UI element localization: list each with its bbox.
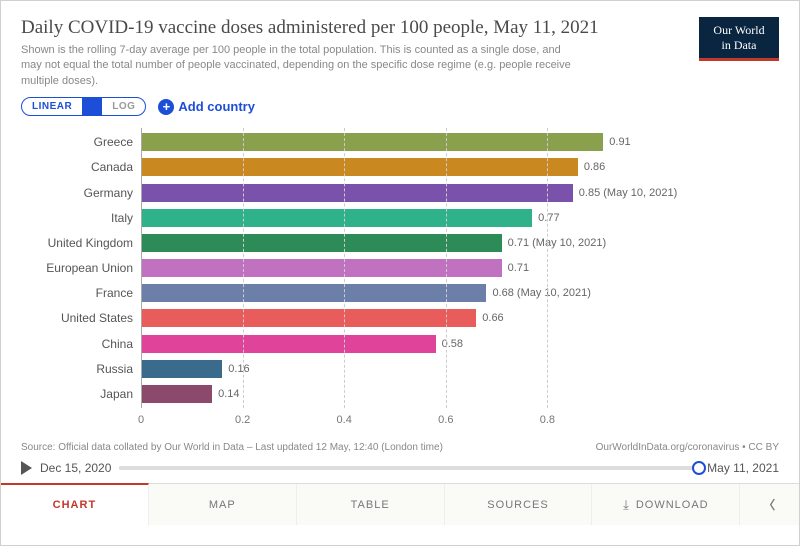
bar-value-label: 0.91 xyxy=(603,136,630,148)
bar-value-label: 0.77 xyxy=(532,212,559,224)
gridline xyxy=(344,128,345,408)
bar-row[interactable]: European Union0.71 xyxy=(141,258,649,278)
download-icon xyxy=(623,497,630,513)
timeline-start: Dec 15, 2020 xyxy=(40,461,111,475)
bar-value-label: 0.66 xyxy=(476,312,503,324)
bar-row[interactable]: Russia0.16 xyxy=(141,359,649,379)
tab-sources[interactable]: SOURCES xyxy=(445,484,593,525)
linear-button[interactable]: LINEAR xyxy=(22,98,82,115)
bar-row[interactable]: United Kingdom0.71 (May 10, 2021) xyxy=(141,233,649,253)
bar-row[interactable]: Italy0.77 xyxy=(141,208,649,228)
country-label: Japan xyxy=(100,387,141,401)
x-tick-label: 0 xyxy=(138,414,144,426)
bar[interactable] xyxy=(141,335,436,353)
bar[interactable] xyxy=(141,360,222,378)
timeline-slider[interactable] xyxy=(119,466,699,470)
share-icon xyxy=(763,496,776,513)
tab-chart[interactable]: CHART xyxy=(1,483,149,525)
source-row: Source: Official data collated by Our Wo… xyxy=(21,442,779,453)
bar-row[interactable]: United States0.66 xyxy=(141,308,649,328)
bar[interactable] xyxy=(141,184,573,202)
slider-track xyxy=(119,466,699,470)
bar-value-label: 0.58 xyxy=(436,338,463,350)
bar[interactable] xyxy=(141,234,502,252)
gridline xyxy=(547,128,548,408)
download-label: DOWNLOAD xyxy=(636,499,709,511)
bar-value-label: 0.16 xyxy=(222,363,249,375)
bar[interactable] xyxy=(141,209,532,227)
x-tick-label: 0.6 xyxy=(438,414,453,426)
bar-value-label: 0.85 (May 10, 2021) xyxy=(573,187,677,199)
toggle-divider xyxy=(82,98,102,115)
bar-row[interactable]: Germany0.85 (May 10, 2021) xyxy=(141,183,649,203)
scale-toggle[interactable]: LINEAR LOG xyxy=(21,97,146,116)
bar-value-label: 0.71 (May 10, 2021) xyxy=(502,237,606,249)
bar[interactable] xyxy=(141,133,603,151)
country-label: Canada xyxy=(91,160,141,174)
tab-share[interactable] xyxy=(740,484,799,525)
bar[interactable] xyxy=(141,385,212,403)
tab-table[interactable]: TABLE xyxy=(297,484,445,525)
gridline xyxy=(446,128,447,408)
bar-row[interactable]: Japan0.14 xyxy=(141,384,649,404)
country-label: United Kingdom xyxy=(48,236,141,250)
bar[interactable] xyxy=(141,309,476,327)
owid-logo[interactable]: Our World in Data xyxy=(699,17,779,61)
tabs: CHART MAP TABLE SOURCES DOWNLOAD xyxy=(1,483,799,525)
country-label: Russia xyxy=(96,362,141,376)
country-label: Germany xyxy=(84,186,141,200)
add-country-label: Add country xyxy=(178,99,255,114)
bar-row[interactable]: Canada0.86 xyxy=(141,157,649,177)
bar[interactable] xyxy=(141,158,578,176)
timeline: Dec 15, 2020 May 11, 2021 xyxy=(21,461,779,475)
country-label: European Union xyxy=(46,261,141,275)
chart-plot: Greece0.91Canada0.86Germany0.85 (May 10,… xyxy=(21,128,779,436)
bars-container: Greece0.91 Canada0.86 Germany0.85 (May 10,… xyxy=(141,132,649,404)
header-text: Daily COVID-19 vaccine doses administere… xyxy=(21,17,699,89)
country-label: China xyxy=(102,337,141,351)
bar-value-label: 0.86 xyxy=(578,161,605,173)
country-label: France xyxy=(96,286,141,300)
logo-line2: in Data xyxy=(721,38,756,52)
add-country-button[interactable]: + Add country xyxy=(158,99,255,115)
bar-row[interactable]: Greece0.91 xyxy=(141,132,649,152)
plus-icon: + xyxy=(158,99,174,115)
chart-title: Daily COVID-19 vaccine doses administere… xyxy=(21,17,683,39)
bar-value-label: 0.71 xyxy=(502,262,529,274)
x-tick-label: 0.2 xyxy=(235,414,250,426)
source-text: Source: Official data collated by Our Wo… xyxy=(21,442,443,453)
gridline xyxy=(141,128,142,408)
chart-subtitle: Shown is the rolling 7-day average per 1… xyxy=(21,43,581,89)
chart-area: Greece0.91 Canada0.86 Germany0.85 (May 10,… xyxy=(141,128,649,408)
x-tick-label: 0.4 xyxy=(337,414,352,426)
tab-download[interactable]: DOWNLOAD xyxy=(592,484,740,525)
header: Daily COVID-19 vaccine doses administere… xyxy=(21,17,779,89)
bar-row[interactable]: France0.68 (May 10, 2021) xyxy=(141,283,649,303)
country-label: Italy xyxy=(111,211,141,225)
country-label: United States xyxy=(61,311,141,325)
slider-handle[interactable] xyxy=(692,461,706,475)
timeline-end: May 11, 2021 xyxy=(707,461,779,475)
controls-row: LINEAR LOG + Add country xyxy=(21,97,779,116)
log-button[interactable]: LOG xyxy=(102,98,145,115)
play-icon[interactable] xyxy=(21,461,32,475)
bar-row[interactable]: China0.58 xyxy=(141,334,649,354)
bar-value-label: 0.14 xyxy=(212,388,239,400)
bar-value-label: 0.68 (May 10, 2021) xyxy=(486,287,590,299)
logo-line1: Our World xyxy=(713,23,764,37)
x-tick-label: 0.8 xyxy=(540,414,555,426)
gridline xyxy=(243,128,244,408)
bar[interactable] xyxy=(141,284,486,302)
attribution-text[interactable]: OurWorldInData.org/coronavirus • CC BY xyxy=(596,442,779,453)
bar[interactable] xyxy=(141,259,502,277)
chart-card: Daily COVID-19 vaccine doses administere… xyxy=(0,0,800,546)
country-label: Greece xyxy=(94,135,141,149)
tab-map[interactable]: MAP xyxy=(149,484,297,525)
